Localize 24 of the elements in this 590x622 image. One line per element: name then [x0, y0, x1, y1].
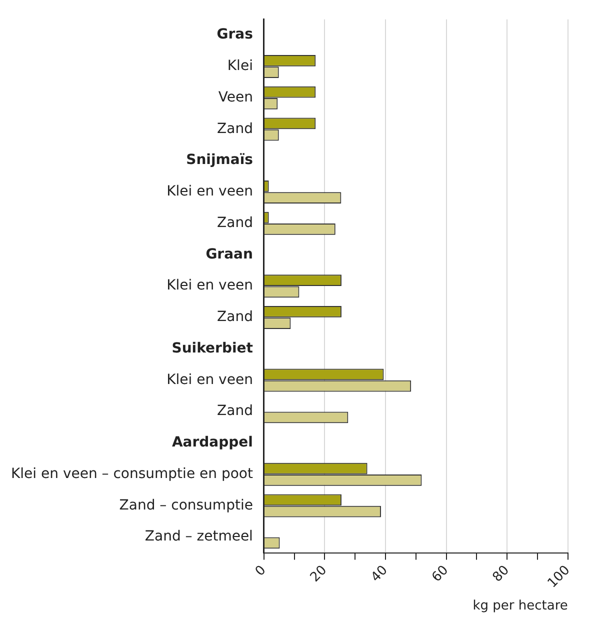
y-tick-label: Gras [216, 26, 253, 43]
y-tick-label: Klei en veen – consumptie en poot [10, 466, 254, 482]
y-tick-label: Snijmaïs [186, 152, 253, 168]
y-tick-label: Zand [217, 403, 253, 420]
y-tick-label: Veen [218, 89, 253, 106]
x-tick-label: 0 [252, 562, 270, 580]
x-tick-label: 80 [490, 562, 512, 586]
x-tick-label: 40 [368, 562, 391, 586]
y-tick-label: Zand – consumptie [119, 497, 253, 514]
y-tick-label: Graan [206, 246, 253, 262]
x-tick-label: 100 [545, 562, 574, 592]
y-tick-label: Zand [217, 214, 253, 231]
y-tick-label: Suikerbiet [172, 340, 254, 356]
y-tick-label: Aardappel [172, 434, 253, 451]
x-tick-label: 20 [308, 562, 330, 586]
y-tick-label: Zand [217, 120, 253, 137]
y-tick-label: Klei en veen [166, 184, 253, 200]
x-axis-title: kg per hectare [472, 598, 568, 614]
y-tick-label: Klei en veen [166, 278, 253, 294]
y-tick-label: Klei en veen [166, 372, 253, 388]
y-tick-label: Klei [227, 58, 253, 74]
x-tick-label: 60 [429, 562, 452, 586]
y-tick-label: Zand [217, 309, 253, 326]
y-tick-label: Zand – zetmeel [144, 528, 253, 545]
